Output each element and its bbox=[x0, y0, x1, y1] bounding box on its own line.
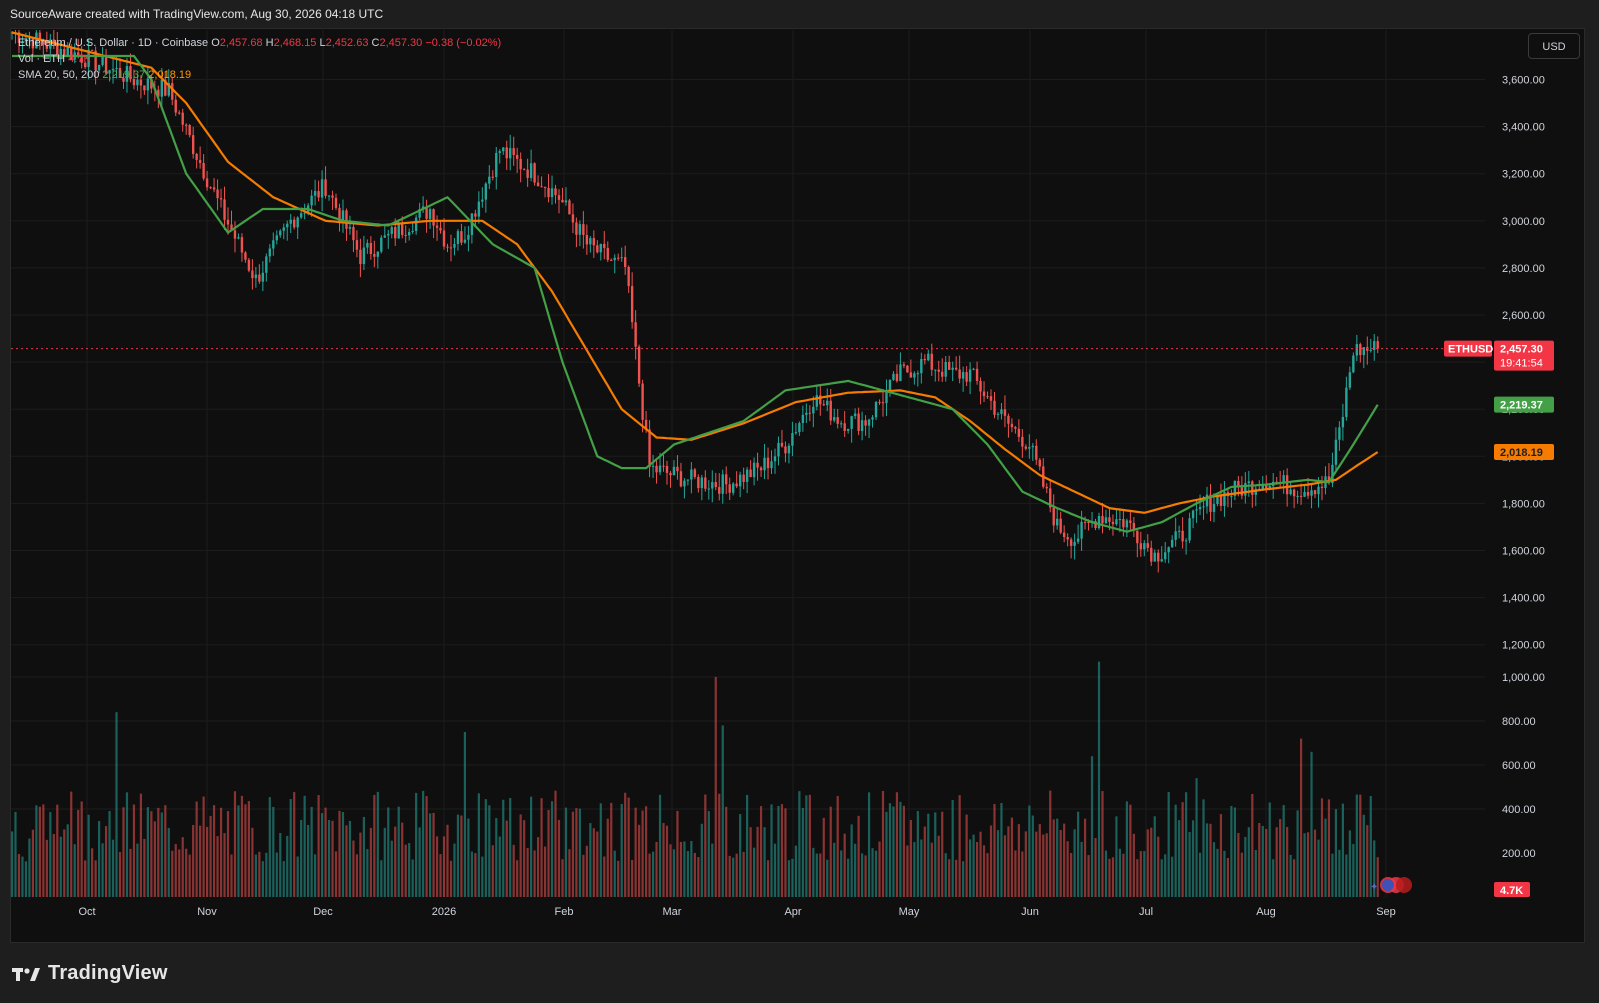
credit-text: SourceAware created with TradingView.com… bbox=[10, 7, 384, 21]
legend-ohlc-row: Ethereum / U.S. Dollar · 1D · Coinbase O… bbox=[18, 35, 501, 51]
legend-vol-value: 4.7K bbox=[68, 53, 91, 65]
top-bar: SourceAware created with TradingView.com… bbox=[0, 0, 1599, 28]
brand-name: TradingView bbox=[48, 962, 168, 984]
chart-legend: Ethereum / U.S. Dollar · 1D · Coinbase O… bbox=[18, 35, 501, 83]
brand-logo[interactable]: TradingView bbox=[12, 962, 168, 985]
legend-sma-row: SMA 20, 50, 200 2,219.37 2,018.19 bbox=[18, 67, 501, 83]
legend-sma50-value: 2,018.19 bbox=[148, 69, 192, 81]
currency-button[interactable]: USD bbox=[1528, 33, 1580, 59]
legend-h-label: H bbox=[265, 37, 274, 49]
legend-l-value: 2,452.63 bbox=[325, 37, 369, 49]
legend-o-value: 2,457.68 bbox=[219, 37, 263, 49]
legend-h-value: 2,468.15 bbox=[273, 37, 317, 49]
legend-sma-label[interactable]: SMA 20, 50, 200 bbox=[18, 69, 100, 81]
legend-c-value: 2,457.30 bbox=[379, 37, 423, 49]
legend-vol-label[interactable]: Vol · ETH bbox=[18, 53, 66, 65]
chart-panel[interactable] bbox=[10, 28, 1585, 943]
tradingview-logo-icon bbox=[12, 967, 40, 981]
legend-o-label: O bbox=[211, 37, 220, 49]
legend-sma20-value: 2,219.37 bbox=[102, 69, 146, 81]
legend-change: −0.38 (−0.02%) bbox=[425, 37, 502, 49]
legend-volume-row: Vol · ETH 4.7K bbox=[18, 51, 501, 67]
legend-symbol[interactable]: Ethereum / U.S. Dollar · 1D · Coinbase bbox=[18, 37, 209, 49]
